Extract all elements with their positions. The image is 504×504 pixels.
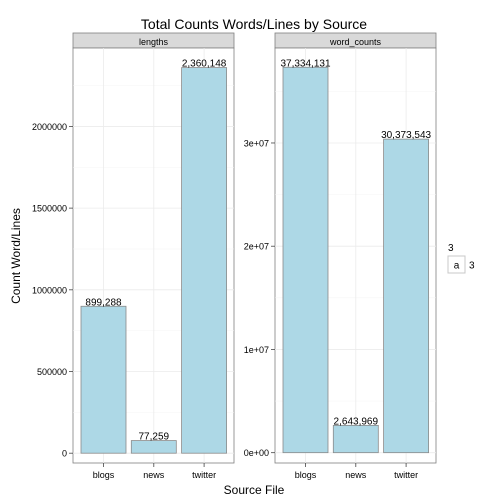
panel-word_counts: word_counts 0e+00 1e+07 2e+07 3e+07 37,334,13… bbox=[244, 33, 436, 480]
data-label: 899,288 bbox=[85, 297, 122, 308]
facet-strip-label: word_counts bbox=[329, 37, 382, 47]
bar-blogs bbox=[283, 67, 328, 452]
data-label: 30,373,543 bbox=[381, 130, 431, 141]
y-tick-label: 0e+00 bbox=[244, 448, 269, 458]
legend-key-glyph: a bbox=[454, 261, 460, 272]
y-tick-label: 3e+07 bbox=[244, 138, 269, 148]
chart-title: Total Counts Words/Lines by Source bbox=[141, 16, 367, 32]
x-axis-title: Source File bbox=[224, 483, 285, 497]
facet-strip-label: lengths bbox=[139, 37, 169, 47]
bar-twitter bbox=[182, 68, 227, 454]
x-tick-label: news bbox=[345, 470, 367, 480]
data-label: 77,259 bbox=[139, 432, 170, 443]
legend-label: 3 bbox=[469, 261, 475, 272]
x-tick-label: twitter bbox=[394, 470, 418, 480]
panels: lengths 0 500000 1000000 1500000 2000000 899,2… bbox=[32, 33, 436, 480]
y-tick-label: 500000 bbox=[37, 367, 67, 377]
data-label: 2,643,969 bbox=[334, 416, 379, 427]
bar-twitter bbox=[384, 139, 429, 453]
y-tick-label: 1500000 bbox=[32, 204, 67, 214]
data-label: 2,360,148 bbox=[182, 59, 227, 70]
bar-news bbox=[333, 425, 378, 452]
y-tick-label: 1e+07 bbox=[244, 345, 269, 355]
x-tick-label: twitter bbox=[192, 470, 216, 480]
y-tick-label: 2e+07 bbox=[244, 242, 269, 252]
y-tick-label: 2000000 bbox=[32, 122, 67, 132]
y-axis-title: Count Word/Lines bbox=[9, 208, 23, 304]
x-tick-label: news bbox=[143, 470, 165, 480]
legend-title: 3 bbox=[448, 243, 454, 254]
y-tick-label: 1000000 bbox=[32, 285, 67, 295]
panel-lengths: lengths 0 500000 1000000 1500000 2000000 899,2… bbox=[32, 33, 234, 480]
bar-blogs bbox=[81, 306, 126, 453]
y-tick-label: 0 bbox=[62, 449, 67, 459]
x-tick-label: blogs bbox=[295, 470, 317, 480]
data-label: 37,334,131 bbox=[280, 58, 330, 69]
x-tick-label: blogs bbox=[93, 470, 115, 480]
legend: 3 a 3 bbox=[448, 243, 475, 273]
